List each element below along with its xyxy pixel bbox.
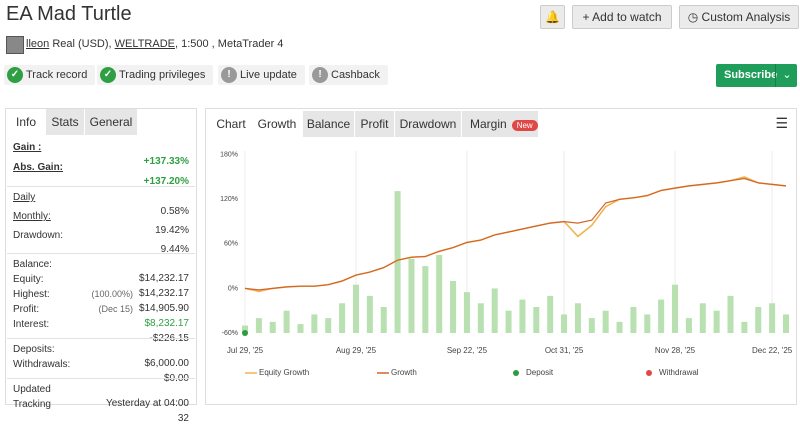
stat-label: Tracking	[13, 399, 51, 410]
stat-value: 0.58%	[160, 206, 189, 217]
stat-row: Deposits: $6,000.00	[13, 343, 189, 369]
stat-row: Withdrawals: $0.00	[13, 358, 189, 384]
icon: ◷	[687, 10, 702, 24]
stat-row: Abs. Gain: +137.20%	[13, 161, 189, 187]
tab[interactable]: Stats	[46, 109, 84, 135]
tab[interactable]: General	[85, 109, 137, 135]
stat-row: Interest: -$226.15	[13, 318, 189, 344]
watch-button[interactable]: + Add to watch	[572, 5, 672, 29]
tab: Chart	[211, 111, 251, 137]
analysis-button[interactable]: ◷ Custom Analysis	[679, 5, 799, 29]
badge[interactable]: ! Cashback	[309, 65, 388, 85]
badge-label: Trading privileges	[119, 69, 206, 81]
stat-label: Abs. Gain:	[13, 162, 64, 173]
tab[interactable]: Drawdown	[395, 111, 461, 137]
tab[interactable]: Profit	[355, 111, 394, 137]
button-label: +	[582, 10, 593, 24]
stat-row: Updated Yesterday at 04:00	[13, 383, 189, 409]
badge[interactable]: ✓ Track record	[4, 65, 96, 85]
stat-row: Monthly: 19.42%	[13, 210, 189, 236]
stat-label: Equity:	[13, 274, 44, 285]
tab-label: Growth	[257, 117, 297, 131]
stat-value: $8,232.17	[144, 318, 190, 329]
broker-link[interactable]: WELTRADE	[114, 38, 175, 50]
tab-label: Margin	[470, 117, 507, 131]
separator	[7, 378, 195, 379]
stat-note: (100.00%)	[91, 289, 133, 299]
subscribe-button[interactable]: Subscribe ⌄	[716, 64, 797, 87]
page: EA Mad Turtle 🔔 + Add to watch ◷ Custom …	[4, 3, 799, 424]
stat-value: +137.20%	[143, 176, 189, 187]
badge-label: Cashback	[331, 69, 380, 81]
badge[interactable]: ✓ Trading privileges	[97, 65, 214, 85]
badge-label: Track record	[26, 69, 88, 81]
stat-label: Interest:	[13, 319, 50, 330]
alert-button[interactable]: 🔔	[540, 5, 565, 29]
stat-label: Balance:	[13, 259, 52, 270]
stat-value: 9.44%	[160, 244, 189, 255]
account-details: , 1:500 , MetaTrader 4	[174, 38, 284, 50]
stats-panel: Info Stats General Gain : +137.33% Abs. Gain:…	[5, 108, 197, 424]
stat-value: $14,905.90	[138, 303, 189, 314]
tab[interactable]: Info	[7, 109, 45, 135]
badge-label: Live update	[240, 69, 297, 81]
dropdown-toggle[interactable]: ⌄	[775, 64, 798, 87]
stat-value: +137.33%	[143, 156, 189, 167]
stat-row: Daily 0.58%	[13, 191, 189, 217]
stat-value: $14,232.17	[138, 273, 189, 284]
stat-value: $14,232.17	[138, 288, 189, 299]
stat-label: Daily	[13, 192, 36, 203]
stat-label: Updated	[13, 384, 51, 395]
tab-label: Balance	[306, 117, 351, 131]
stat-label: Withdrawals:	[13, 359, 71, 370]
stat-note: (Dec 15)	[98, 304, 133, 314]
chart-panel: ☰ Chart Growth Balance Profit Drawdown Margin…	[205, 108, 797, 405]
separator	[7, 186, 195, 187]
button-label: Custom Analysis	[701, 10, 791, 24]
stat-row: Highest: (Dec 15) $14,905.90	[13, 288, 189, 314]
stat-value: 32	[177, 413, 189, 424]
tab-label: Chart	[216, 117, 246, 131]
tab[interactable]: Growth	[252, 111, 302, 137]
separator	[7, 253, 195, 254]
tab-label: Drawdown	[399, 117, 457, 131]
stat-label: Monthly:	[13, 211, 51, 222]
stat-value: $6,000.00	[144, 358, 190, 369]
stat-value: 19.42%	[155, 225, 189, 236]
stat-value: Yesterday at 04:00	[105, 398, 189, 409]
settings-icon[interactable]: ☰	[775, 115, 788, 131]
stat-row: Gain : +137.33%	[13, 141, 189, 167]
tab[interactable]: Balance	[303, 111, 354, 137]
stat-row: Equity: (100.00%) $14,232.17	[13, 273, 189, 299]
tab-label: Profit	[360, 117, 389, 131]
stat-row: Balance: $14,232.17	[13, 258, 189, 284]
stat-label: Drawdown:	[13, 230, 64, 241]
account-type: Real (USD),	[52, 38, 112, 50]
avatar	[6, 36, 24, 54]
separator	[7, 338, 195, 339]
badge[interactable]: ! Live update	[218, 65, 305, 85]
new-badge: New	[511, 120, 538, 131]
stat-label: Deposits:	[13, 344, 55, 355]
tab[interactable]: Margin New	[462, 111, 538, 137]
stat-label: Gain :	[13, 142, 42, 153]
stat-row: Drawdown: 9.44%	[13, 229, 189, 255]
stat-row: Profit: $8,232.17	[13, 303, 189, 329]
page-title: EA Mad Turtle	[6, 3, 132, 25]
user-link[interactable]: lleon	[26, 38, 50, 50]
button-label: Subscribe	[724, 69, 778, 81]
stat-row: Tracking 32	[13, 398, 189, 424]
stat-label: Profit:	[13, 304, 40, 315]
stat-label: Highest:	[13, 289, 50, 300]
button-label: Add to watch	[592, 10, 662, 24]
